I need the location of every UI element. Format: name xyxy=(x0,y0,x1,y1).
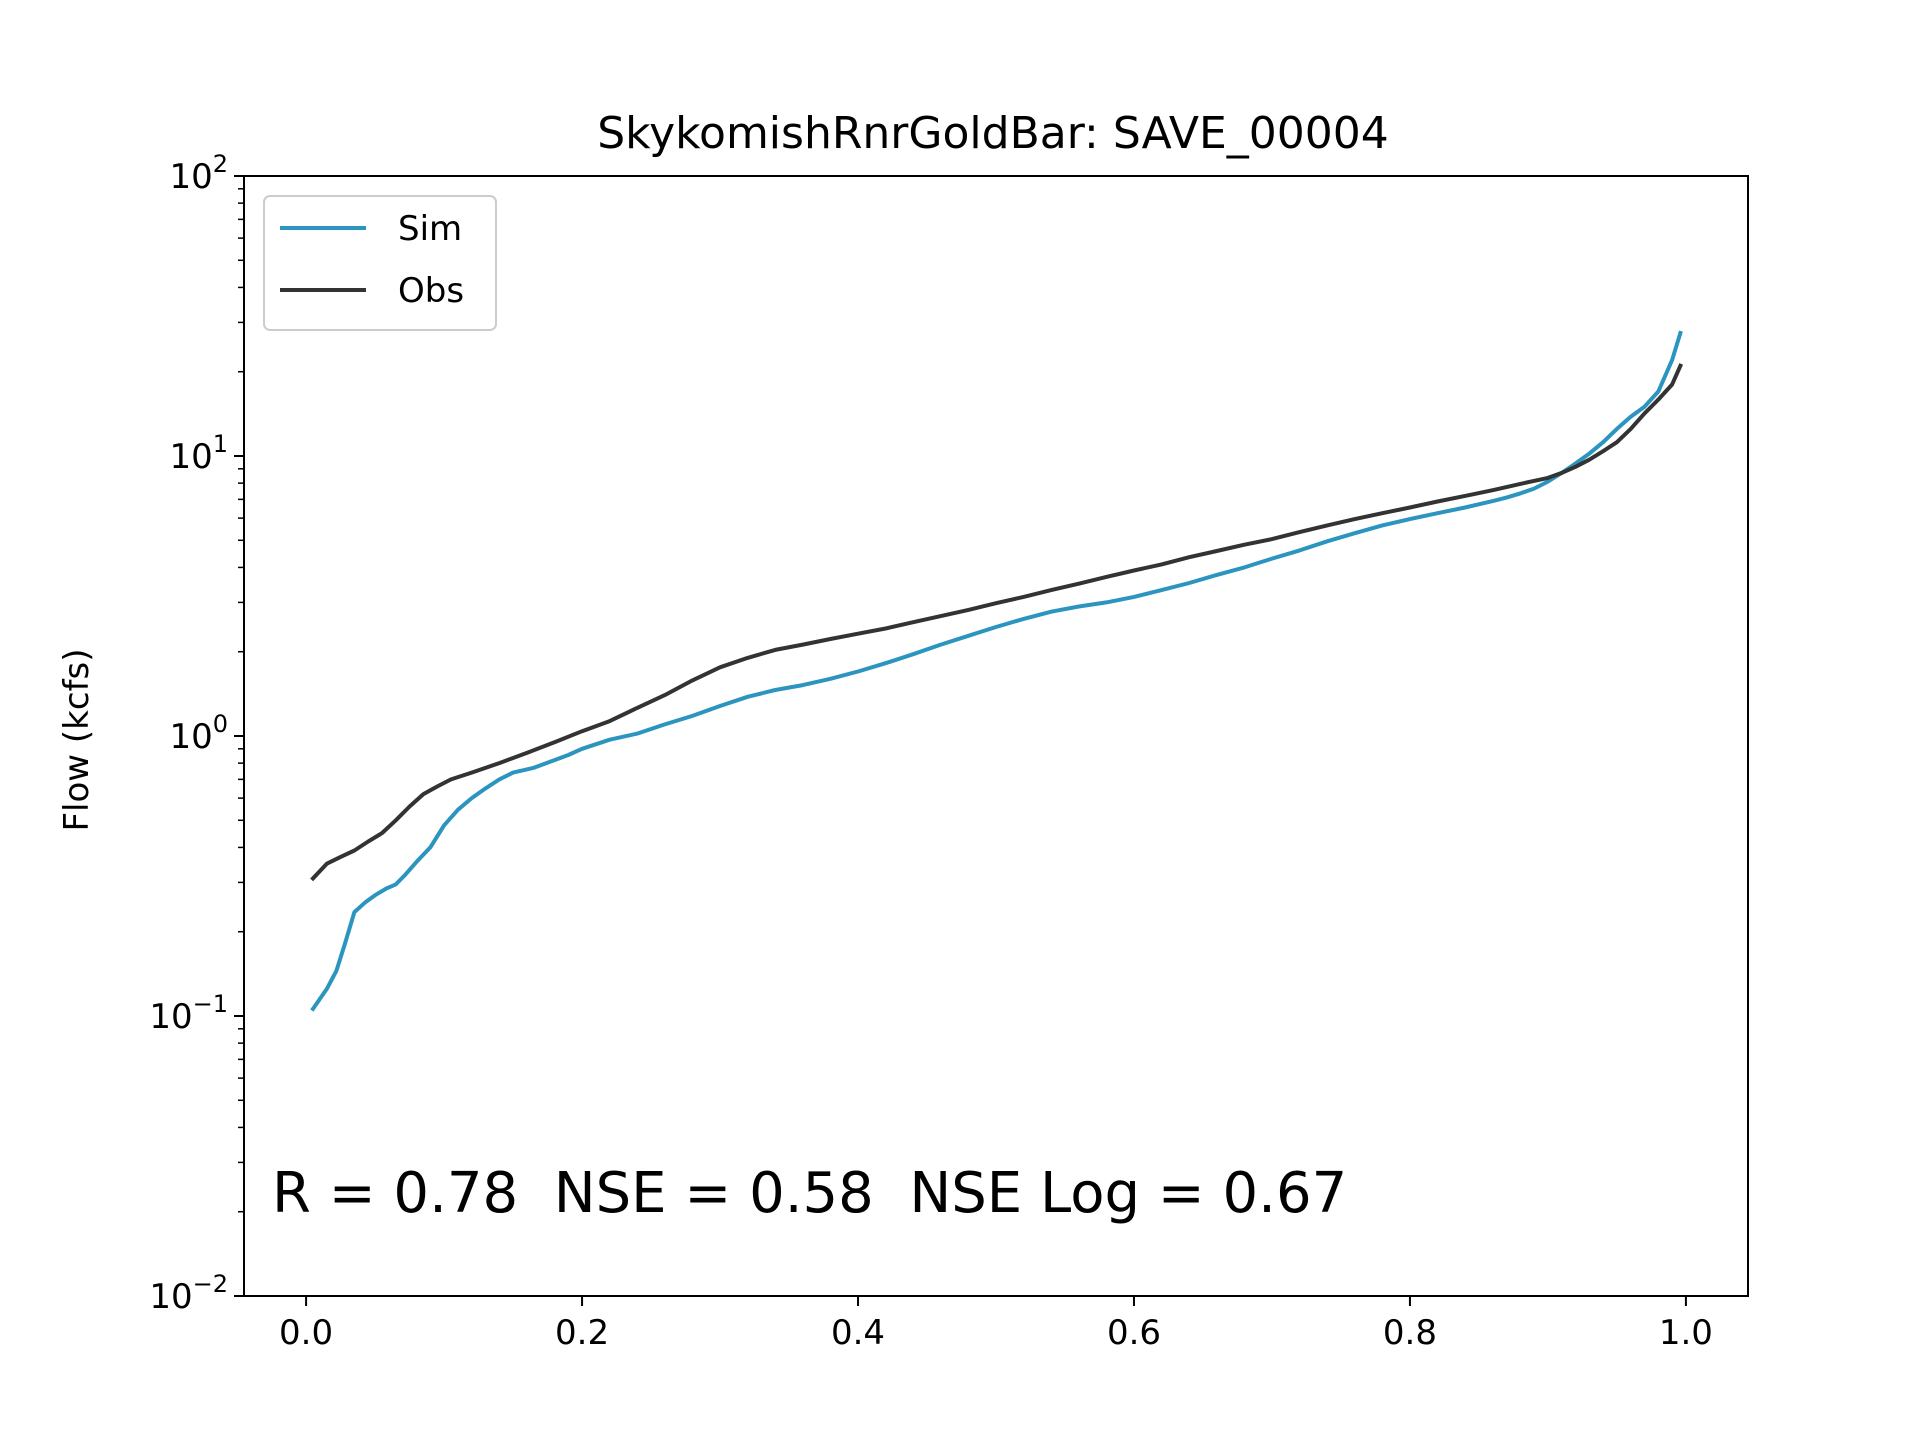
x-tick-label: 1.0 xyxy=(1659,1313,1713,1353)
axis-ticks: 0.0 0.2 0.4 0.6 0.8 1.0 10−2 10−1 100 101 102 xyxy=(149,150,1713,1353)
y-tick-label: 100 xyxy=(169,710,228,757)
y-tick-label: 10−2 xyxy=(149,1270,228,1317)
chart-title: SkykomishRnrGoldBar: SAVE_00004 xyxy=(597,108,1389,159)
y-tick-label: 102 xyxy=(169,150,228,197)
x-tick-label: 0.6 xyxy=(1107,1313,1161,1353)
plot-frame xyxy=(243,175,1749,1297)
plot-area xyxy=(244,176,1748,1296)
legend: Sim Obs xyxy=(263,195,497,331)
x-tick-label: 0.2 xyxy=(555,1313,609,1353)
y-axis-label: Flow (kcfs) xyxy=(57,648,97,831)
series-layer xyxy=(310,330,1684,1012)
series-line-obs xyxy=(310,363,1684,882)
y-tick-label: 10−1 xyxy=(149,990,228,1037)
stats-annotation: R = 0.78 NSE = 0.58 NSE Log = 0.67 xyxy=(272,1161,1347,1226)
y-tick-label: 101 xyxy=(169,430,228,477)
x-tick-label: 0.0 xyxy=(279,1313,333,1353)
legend-label: Obs xyxy=(398,271,464,311)
legend-label: Sim xyxy=(398,209,462,249)
x-tick-label: 0.4 xyxy=(831,1313,885,1353)
x-tick-label: 0.8 xyxy=(1383,1313,1437,1353)
series-line-sim xyxy=(310,330,1683,1012)
